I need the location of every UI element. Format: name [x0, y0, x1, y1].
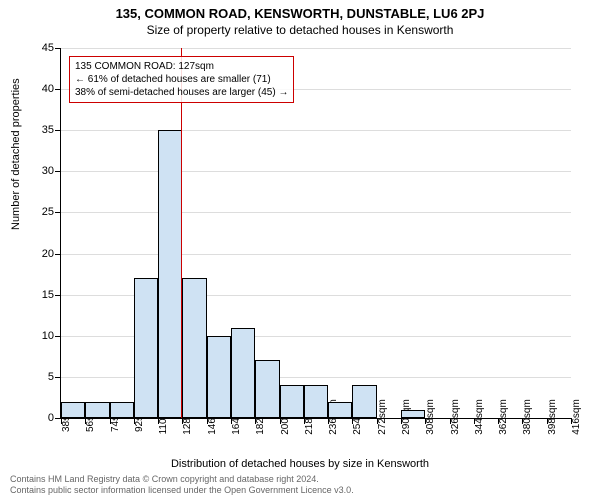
histogram-bar — [255, 360, 279, 418]
y-tick-label: 0 — [26, 412, 54, 424]
x-tick-label: 344sqm — [474, 399, 485, 435]
histogram-bar — [328, 402, 352, 418]
histogram-bar — [158, 130, 182, 418]
y-tick-label: 25 — [26, 206, 54, 218]
y-tick-label: 5 — [26, 371, 54, 383]
footer-line: Contains HM Land Registry data © Crown c… — [10, 474, 354, 485]
reference-line — [181, 48, 182, 418]
chart-container: 135, COMMON ROAD, KENSWORTH, DUNSTABLE, … — [0, 0, 600, 500]
footer-attribution: Contains HM Land Registry data © Crown c… — [10, 474, 354, 496]
y-tick-label: 30 — [26, 165, 54, 177]
y-tick — [55, 130, 61, 131]
y-axis-title: Number of detached properties — [10, 78, 22, 230]
gridline — [61, 48, 571, 49]
histogram-bar — [207, 336, 231, 418]
gridline — [61, 130, 571, 131]
y-tick — [55, 336, 61, 337]
histogram-bar — [182, 278, 206, 418]
y-tick-label: 45 — [26, 42, 54, 54]
x-tick-label: 308sqm — [425, 399, 436, 435]
annotation-line: 135 COMMON ROAD: 127sqm — [75, 60, 288, 73]
annotation-box: 135 COMMON ROAD: 127sqm ← 61% of detache… — [69, 56, 294, 103]
y-tick-label: 35 — [26, 124, 54, 136]
y-tick — [55, 295, 61, 296]
y-tick — [55, 171, 61, 172]
x-tick-label: 362sqm — [498, 399, 509, 435]
histogram-bar — [110, 402, 134, 418]
x-tick-label: 326sqm — [450, 399, 461, 435]
histogram-bar — [85, 402, 109, 418]
x-tick-label: 416sqm — [571, 399, 582, 435]
x-axis-title: Distribution of detached houses by size … — [0, 458, 600, 470]
histogram-bar — [61, 402, 85, 418]
gridline — [61, 254, 571, 255]
histogram-bar — [134, 278, 158, 418]
histogram-bar — [401, 410, 425, 418]
gridline — [61, 171, 571, 172]
x-tick-label: 380sqm — [522, 399, 533, 435]
annotation-line: ← 61% of detached houses are smaller (71… — [75, 73, 288, 86]
y-tick — [55, 89, 61, 90]
y-tick — [55, 254, 61, 255]
x-tick-label: 398sqm — [547, 399, 558, 435]
footer-line: Contains public sector information licen… — [10, 485, 354, 496]
y-tick — [55, 212, 61, 213]
y-tick-label: 10 — [26, 330, 54, 342]
histogram-bar — [280, 385, 304, 418]
histogram-bar — [304, 385, 328, 418]
histogram-bar — [352, 385, 376, 418]
y-tick — [55, 48, 61, 49]
y-tick-label: 20 — [26, 248, 54, 260]
main-title: 135, COMMON ROAD, KENSWORTH, DUNSTABLE, … — [0, 0, 600, 21]
histogram-bar — [231, 328, 255, 418]
chart-plot-area: 05101520253035404538sqm56sqm74sqm92sqm11… — [60, 48, 571, 419]
y-tick-label: 15 — [26, 289, 54, 301]
x-tick-label: 272sqm — [377, 399, 388, 435]
y-tick-label: 40 — [26, 83, 54, 95]
gridline — [61, 212, 571, 213]
sub-title: Size of property relative to detached ho… — [0, 21, 600, 37]
annotation-line: 38% of semi-detached houses are larger (… — [75, 86, 288, 99]
y-tick — [55, 377, 61, 378]
